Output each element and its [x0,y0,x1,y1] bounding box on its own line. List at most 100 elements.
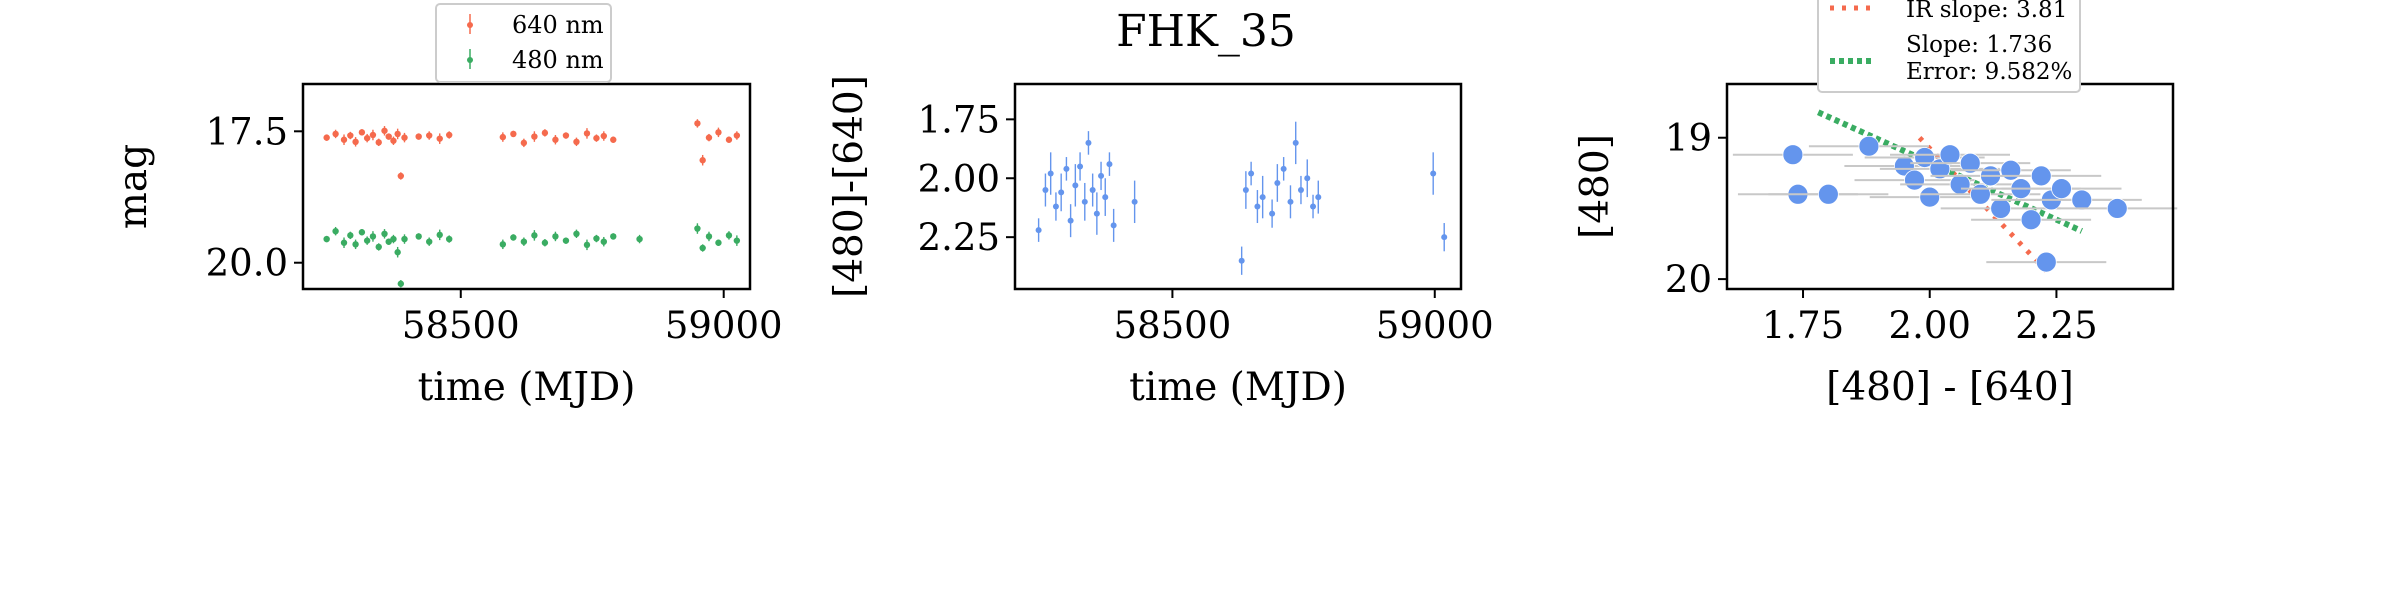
data-point [593,134,600,142]
legend-label: 480 nm [512,46,604,74]
data-point [499,241,507,248]
x-tick-label: 59000 [1376,304,1494,347]
data-point [358,129,366,136]
data-point [323,134,330,141]
data-point [394,249,401,256]
x-axis-label: time (MJD) [418,365,636,410]
data-point [1970,183,1991,205]
color-curve-panel: 58500 59000 1.75 2.00 2.25 time (MJD) [480]-[6… [827,75,1494,410]
data-point [510,234,517,241]
data-point [562,237,570,244]
data-point [583,241,591,249]
x-tick-label: 1.75 [1762,304,1844,347]
data-point [1959,152,1981,174]
fit-line-ir-slope [1917,136,2054,278]
x-axis-label: [480] - [640] [1826,365,2074,410]
data-point [531,133,538,140]
data-point [600,238,608,245]
legend-box [1817,0,2081,93]
legend-label: Slope: 1.736 [1906,32,2052,58]
data-point [397,280,405,287]
data-point [552,233,559,240]
data-point [1131,198,1138,205]
color-magnitude-panel: 1.75 2.00 2.25 19 20 [480] - [640] [480] IR slo… [1573,0,2178,410]
data-point [733,237,741,244]
legend-label: Error: 9.582% [1906,59,2072,85]
data-point [381,127,388,134]
plot-frame [1013,82,1463,291]
data-point [1297,187,1304,194]
data-point [583,130,591,137]
data-point [1782,144,1804,166]
figure-title: FHK_35 [1116,6,1296,57]
data-point [1893,155,1915,177]
data-point [2000,159,2022,181]
data-point [715,239,722,246]
data-point [600,132,608,140]
data-point [375,139,382,146]
legend-label: IR slope: 3.81 [1906,0,2067,23]
data-point [694,225,701,232]
data-point [636,235,643,243]
data-point [2030,165,2052,187]
lightcurve-panel: 58500 59000 17.5 20.0 time (MJD) mag 640 nm 480… [111,3,783,410]
plot-frame [301,82,752,291]
data-point [733,132,741,139]
legend-marker [467,22,473,28]
data-point [1042,187,1049,194]
legend-label: 640 nm [512,11,604,39]
legend: 640 nm 480 nm [435,3,612,83]
y-tick-label: 1.75 [918,98,1000,141]
data-point [520,238,528,245]
y-axis-label: [480] [1573,134,1618,239]
y-tick-label: 2.25 [918,216,1000,259]
legend-box [435,3,612,83]
data-point [510,130,517,138]
data-point [610,136,617,143]
fit-line-slope [1816,109,2084,234]
data-point [358,229,366,236]
data-point [332,227,339,235]
data-point [573,230,580,238]
data-point [1292,139,1299,146]
data-point [347,232,354,239]
data-point [1063,165,1070,172]
data-point [725,136,733,143]
data-point [1106,161,1113,168]
data-point [1904,169,1925,191]
data-point [541,239,549,246]
data-point [436,135,443,142]
data-point [1102,194,1109,201]
data-point [369,131,377,139]
data-point [1081,198,1088,205]
y-tick-label: 20.0 [206,242,288,285]
data-point [426,132,433,139]
data-point [705,134,713,141]
x-tick-label: 58500 [1114,304,1232,347]
data-point [390,235,397,243]
data-point [593,235,600,242]
data-point [2071,189,2093,211]
data-point [1058,189,1065,196]
data-point [1274,179,1281,186]
data-point [415,133,422,140]
data-point [426,238,433,245]
y-tick-label: 20 [1665,258,1712,301]
data-point [415,233,422,240]
data-point [2020,209,2042,231]
data-point [2051,178,2072,200]
data-point [699,157,706,164]
data-point [352,138,359,146]
data-point [369,233,377,240]
data-point [1269,210,1276,217]
data-point [562,132,570,139]
data-point [340,136,348,143]
data-point [332,130,339,138]
data-point [541,129,549,137]
data-point [1067,217,1074,224]
data-point [1242,187,1249,194]
data-point [375,243,382,251]
data-point [401,134,408,141]
data-point [1259,194,1266,201]
data-point [715,129,722,136]
